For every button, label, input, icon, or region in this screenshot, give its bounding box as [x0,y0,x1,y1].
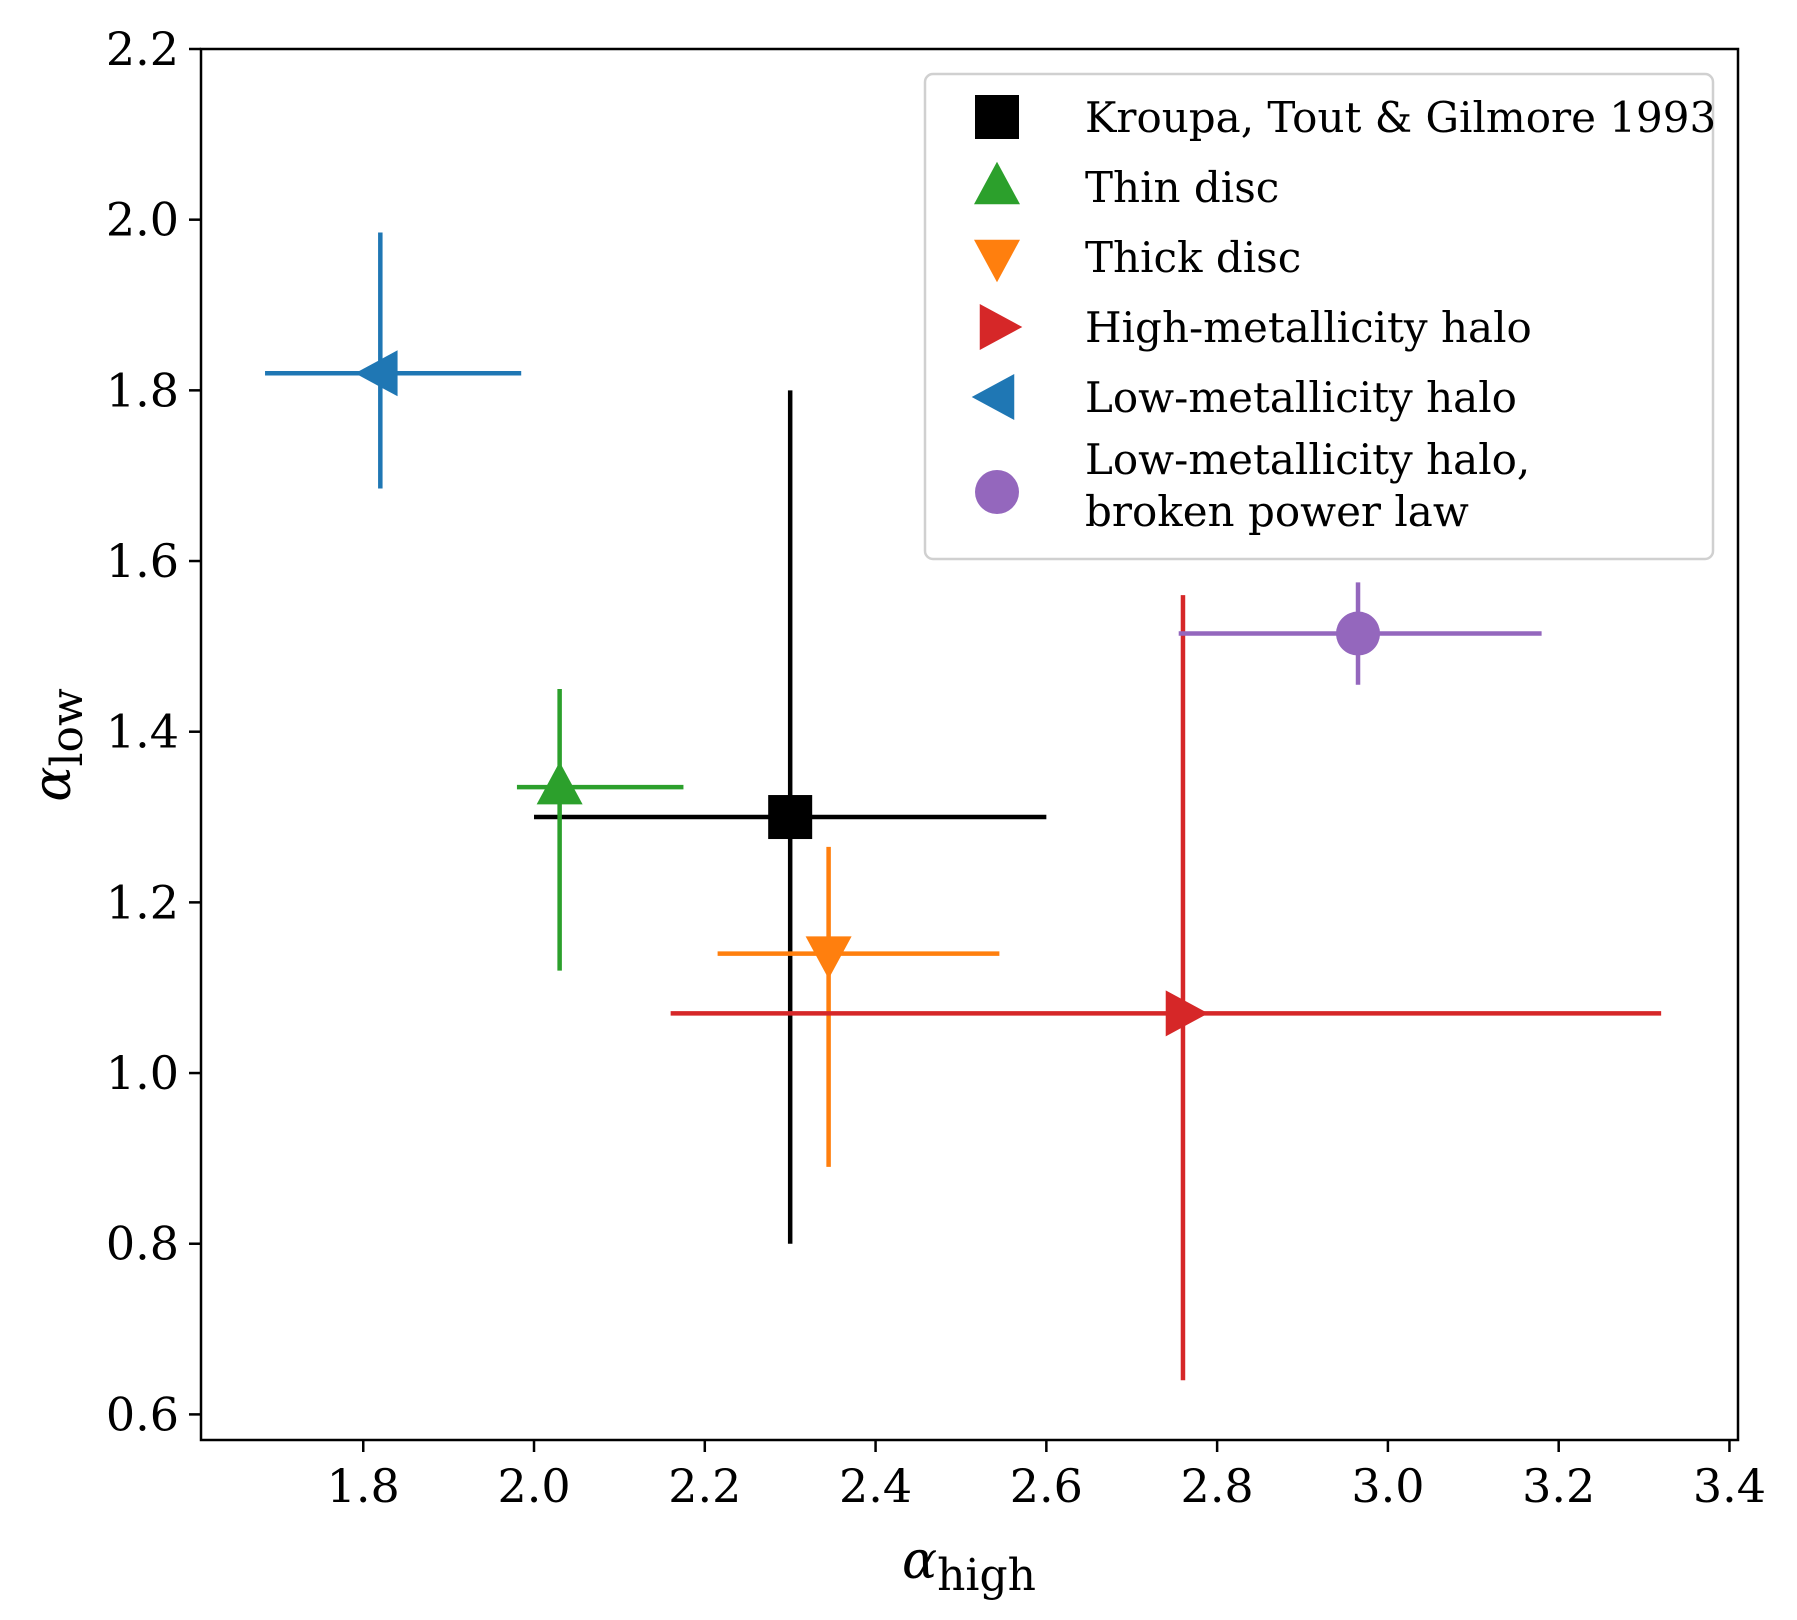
legend: Kroupa, Tout & Gilmore 1993 Thin disc Thic… [923,72,1716,561]
x-tick-label: 2.2 [668,1459,741,1513]
x-axis-subscript: high [937,1550,1036,1601]
plot-frame [199,47,1740,1442]
y-tick-label: 1.4 [106,705,179,759]
x-tick-label: 3.4 [1693,1459,1766,1513]
legend-label-5: Low-metallicity halo, broken power law [1085,435,1530,536]
x-tick-label: 2.4 [839,1459,912,1513]
legend-marker-3 [979,304,1023,350]
ticks-layer: 1.8 2.0 2.2 2.4 2.6 2.8 3.0 3.2 3.4 0.6 0.8 1.0 1.2 1… [106,22,1766,1513]
series-2-marker [805,936,852,979]
y-tick-label: 1.6 [106,534,179,588]
legend-label-1: Thin disc [1085,163,1279,212]
legend-marker-0 [975,95,1019,139]
y-tick-label: 0.8 [106,1217,179,1271]
markers-layer [355,350,1381,1037]
x-tick-label: 3.0 [1351,1459,1424,1513]
legend-label-0: Kroupa, Tout & Gilmore 1993 [1085,93,1716,142]
y-axis-subscript: low [42,688,93,767]
x-tick-label: 3.2 [1522,1459,1595,1513]
legend-label-2: Thick disc [1085,233,1301,282]
series-5-marker [1336,611,1381,656]
legend-label-3: High-metallicity halo [1085,303,1532,352]
x-axis-symbol: α [902,1531,937,1591]
y-axis-symbol: α [23,767,83,802]
y-tick-label: 1.0 [106,1046,179,1100]
legend-marker-2 [974,239,1020,283]
series-1-marker [536,761,583,805]
x-tick-label: 1.8 [327,1459,400,1513]
series-4-marker [355,350,398,397]
y-tick-label: 0.6 [106,1387,179,1441]
legend-marker-1 [974,161,1020,205]
y-tick-label: 1.8 [106,363,179,417]
legend-box [923,72,1715,561]
legend-label-4: Low-metallicity halo [1085,373,1517,422]
y-tick-label: 2.0 [106,193,179,247]
y-axis-label: αlow [23,688,93,802]
y-tick-label: 2.2 [106,22,179,76]
x-tick-label: 2.6 [1010,1459,1083,1513]
y-tick-label: 1.2 [106,875,179,929]
legend-marker-4 [971,374,1015,420]
series-0-marker [768,795,813,840]
legend-entries: Kroupa, Tout & Gilmore 1993 Thin disc Thic… [971,93,1716,536]
x-axis-label: αhigh [902,1531,1036,1601]
series-3-marker [1165,990,1209,1037]
x-tick-label: 2.0 [497,1459,570,1513]
x-tick-label: 2.8 [1181,1459,1254,1513]
legend-marker-5 [975,470,1019,514]
